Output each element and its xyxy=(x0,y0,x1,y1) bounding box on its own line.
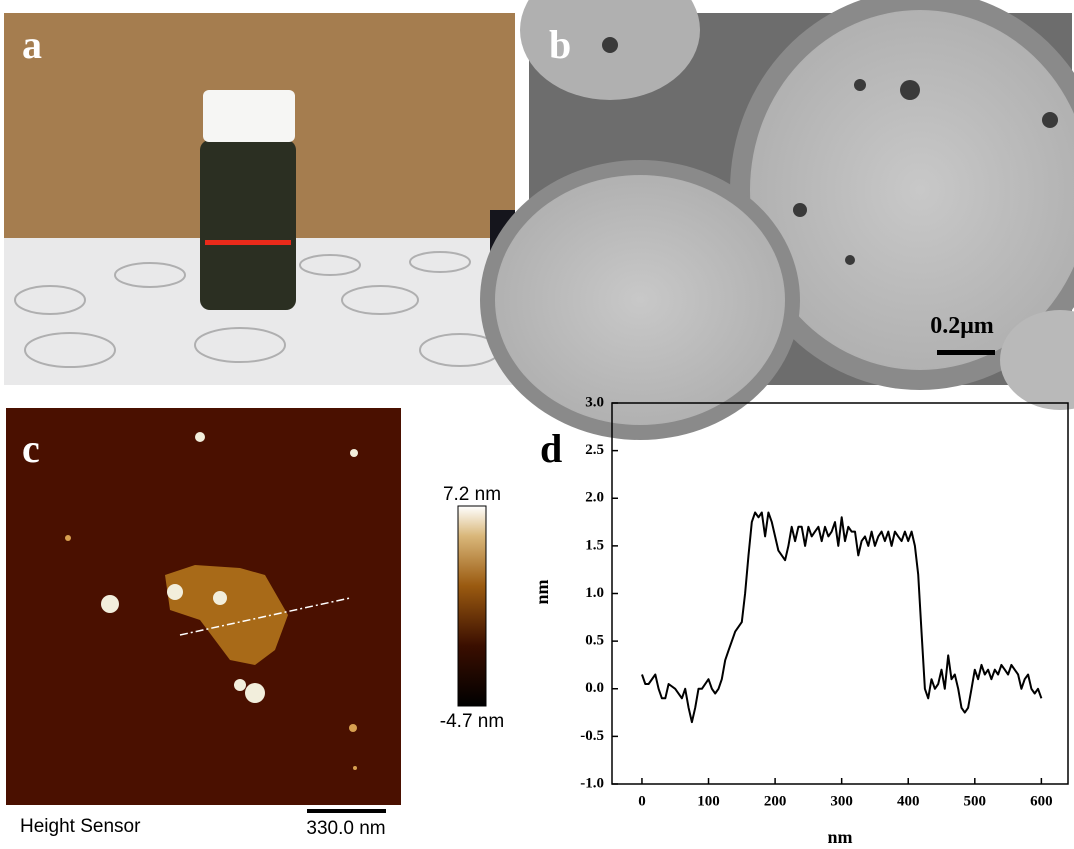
x-tick-label: 400 xyxy=(897,793,920,809)
y-tick-label: 2.0 xyxy=(585,490,604,506)
panel-label: b xyxy=(549,22,571,67)
y-tick-label: 0.5 xyxy=(585,633,604,649)
x-tick-label: 200 xyxy=(764,793,787,809)
y-tick-label: 3.0 xyxy=(585,394,604,410)
y-tick-label: -1.0 xyxy=(580,775,604,791)
caption: Height Sensor xyxy=(20,816,141,837)
photo-vial xyxy=(4,13,515,385)
x-tick-label: 500 xyxy=(964,793,987,809)
y-tick-label: 2.5 xyxy=(585,442,604,458)
x-axis-label: nm xyxy=(827,827,852,847)
afm-image xyxy=(6,408,486,813)
scale-bar-label: 330.0 nm xyxy=(306,818,385,839)
y-tick-label: 0.0 xyxy=(585,680,604,696)
plot-frame xyxy=(612,403,1068,784)
panel-label: c xyxy=(22,426,40,471)
y-tick-label: 1.5 xyxy=(585,537,604,553)
scale-bar-label: 0.2μm xyxy=(930,313,994,339)
x-tick-label: 100 xyxy=(697,793,720,809)
panel-label: a xyxy=(22,22,42,67)
profile-chart: -1.0 -0.5 0.0 0.5 1.0 1.5 2.0 2.5 3.0 0 100 200 300 4… xyxy=(580,394,1068,809)
figure: a b 0.2μm c 7.2 nm -4.7 nm Height Sensor… xyxy=(0,0,1074,849)
colorbar-min: -4.7 nm xyxy=(440,711,504,732)
x-tick-label: 0 xyxy=(638,793,646,809)
panel-label: d xyxy=(540,426,562,471)
x-tick-label: 300 xyxy=(830,793,853,809)
y-tick-label: 1.0 xyxy=(585,585,604,601)
x-tick-label: 600 xyxy=(1030,793,1053,809)
profile-line xyxy=(642,513,1041,723)
y-tick-label: -0.5 xyxy=(580,728,604,744)
y-axis-label: nm xyxy=(532,579,552,604)
colorbar-max: 7.2 nm xyxy=(443,484,501,505)
